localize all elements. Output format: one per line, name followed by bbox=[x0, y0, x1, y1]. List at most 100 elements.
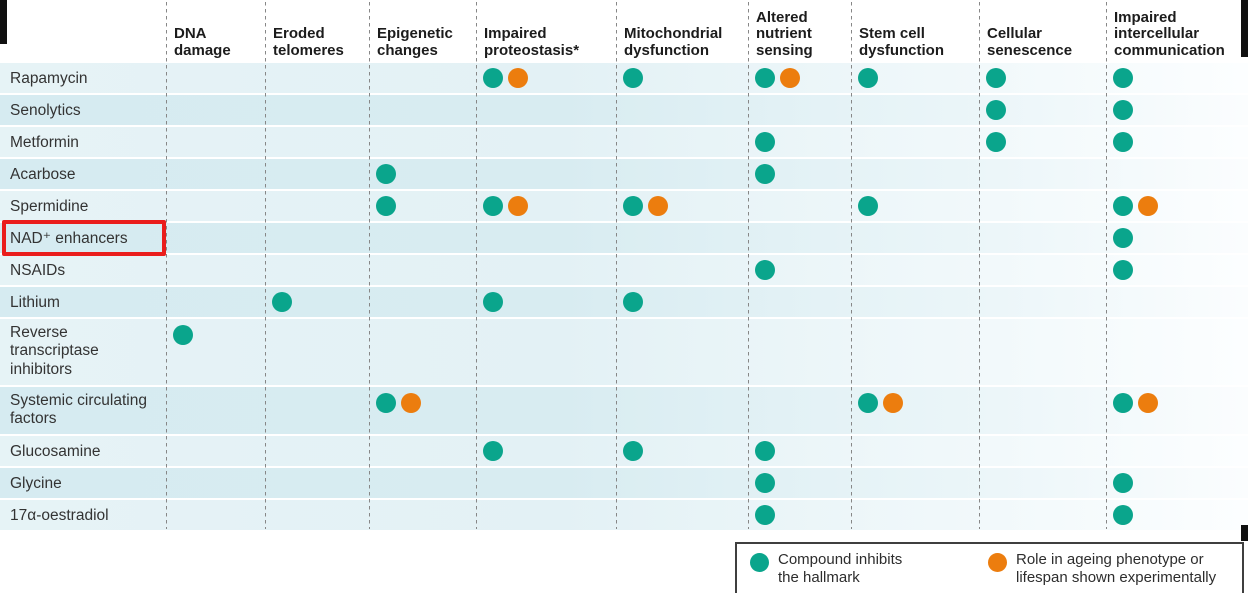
inhibits-dot-icon bbox=[483, 441, 503, 461]
cell-reverse-transcriptase-inhibitors-stem-cell-dysfunction bbox=[851, 319, 979, 385]
cell-systemic-circulating-factors-impaired-proteostasis bbox=[476, 387, 616, 434]
table-row-nsaids: NSAIDs bbox=[0, 255, 1248, 285]
figure-border-fragment-top-right bbox=[1241, 0, 1248, 57]
cell-spermidine-impaired-intercellular-communication bbox=[1106, 191, 1248, 221]
table-row-rapamycin: Rapamycin bbox=[0, 63, 1248, 93]
inhibits-dot-icon bbox=[483, 196, 503, 216]
cell-senolytics-eroded-telomeres bbox=[265, 95, 369, 125]
experimental-dot-icon bbox=[648, 196, 668, 216]
cell-glucosamine-dna-damage bbox=[166, 436, 265, 466]
cell-glycine-altered-nutrient-sensing bbox=[748, 468, 851, 498]
cell-reverse-transcriptase-inhibitors-dna-damage bbox=[166, 319, 265, 385]
dashed-column-separator bbox=[851, 2, 853, 529]
cell-reverse-transcriptase-inhibitors-impaired-proteostasis bbox=[476, 319, 616, 385]
cell-reverse-transcriptase-inhibitors-impaired-intercellular-communication bbox=[1106, 319, 1248, 385]
cell-spermidine-dna-damage bbox=[166, 191, 265, 221]
table-row-acarbose: Acarbose bbox=[0, 159, 1248, 189]
cell-acarbose-mitochondrial-dysfunction bbox=[616, 159, 748, 189]
cell-17-oestradiol-impaired-intercellular-communication bbox=[1106, 500, 1248, 530]
cell-acarbose-dna-damage bbox=[166, 159, 265, 189]
cell-acarbose-impaired-intercellular-communication bbox=[1106, 159, 1248, 189]
row-label-nad-enhancers: NAD⁺ enhancers bbox=[10, 229, 128, 247]
figure-border-fragment-bottom-right bbox=[1241, 525, 1248, 541]
experimental-dot-icon bbox=[401, 393, 421, 413]
inhibits-dot-icon bbox=[173, 325, 193, 345]
legend-line: lifespan shown experimentally bbox=[1016, 569, 1217, 587]
cell-glycine-impaired-intercellular-communication bbox=[1106, 468, 1248, 498]
cell-glucosamine-altered-nutrient-sensing bbox=[748, 436, 851, 466]
row-label-glucosamine: Glucosamine bbox=[10, 442, 101, 460]
cell-metformin-cellular-senescence bbox=[979, 127, 1106, 157]
legend: Compound inhibits the hallmark Role in a… bbox=[735, 542, 1244, 593]
cell-glycine-stem-cell-dysfunction bbox=[851, 468, 979, 498]
cell-17-oestradiol-altered-nutrient-sensing bbox=[748, 500, 851, 530]
inhibits-dot-icon bbox=[858, 196, 878, 216]
row-label-systemic-circulating-factors: Systemic circulating factors bbox=[10, 392, 147, 428]
cell-senolytics-epigenetic-changes bbox=[369, 95, 476, 125]
experimental-dot-icon bbox=[883, 393, 903, 413]
cell-glucosamine-epigenetic-changes bbox=[369, 436, 476, 466]
cell-senolytics-dna-damage bbox=[166, 95, 265, 125]
cell-systemic-circulating-factors-mitochondrial-dysfunction bbox=[616, 387, 748, 434]
orange-dot-icon bbox=[988, 553, 1007, 572]
cell-17-oestradiol-dna-damage bbox=[166, 500, 265, 530]
inhibits-dot-icon bbox=[1113, 68, 1133, 88]
cell-rapamycin-stem-cell-dysfunction bbox=[851, 63, 979, 93]
cell-senolytics-stem-cell-dysfunction bbox=[851, 95, 979, 125]
cell-senolytics-mitochondrial-dysfunction bbox=[616, 95, 748, 125]
table-row-spermidine: Spermidine bbox=[0, 191, 1248, 221]
cell-reverse-transcriptase-inhibitors-epigenetic-changes bbox=[369, 319, 476, 385]
row-label-nsaids: NSAIDs bbox=[10, 261, 66, 279]
dashed-column-separator bbox=[748, 2, 750, 529]
cell-glycine-dna-damage bbox=[166, 468, 265, 498]
cell-nsaids-altered-nutrient-sensing bbox=[748, 255, 851, 285]
cell-nsaids-stem-cell-dysfunction bbox=[851, 255, 979, 285]
cell-17-oestradiol-cellular-senescence bbox=[979, 500, 1106, 530]
cell-rapamycin-epigenetic-changes bbox=[369, 63, 476, 93]
cell-spermidine-epigenetic-changes bbox=[369, 191, 476, 221]
cell-glucosamine-mitochondrial-dysfunction bbox=[616, 436, 748, 466]
cell-metformin-stem-cell-dysfunction bbox=[851, 127, 979, 157]
inhibits-dot-icon bbox=[483, 68, 503, 88]
cell-lithium-stem-cell-dysfunction bbox=[851, 287, 979, 317]
cell-nsaids-impaired-proteostasis bbox=[476, 255, 616, 285]
row-label-acarbose: Acarbose bbox=[10, 165, 76, 183]
cell-glycine-epigenetic-changes bbox=[369, 468, 476, 498]
experimental-dot-icon bbox=[508, 68, 528, 88]
row-label-reverse-transcriptase-inhibitors: Reverse transcriptase inhibitors bbox=[10, 324, 99, 378]
table-row-metformin: Metformin bbox=[0, 127, 1248, 157]
legend-label-experimental: Role in ageing phenotype or lifespan sho… bbox=[1016, 551, 1216, 593]
cell-glucosamine-impaired-intercellular-communication bbox=[1106, 436, 1248, 466]
cell-nad-enhancers-eroded-telomeres bbox=[265, 223, 369, 253]
column-header-dna-damage: DNA damage bbox=[174, 25, 231, 59]
cell-reverse-transcriptase-inhibitors-eroded-telomeres bbox=[265, 319, 369, 385]
cell-metformin-dna-damage bbox=[166, 127, 265, 157]
cell-17-oestradiol-impaired-proteostasis bbox=[476, 500, 616, 530]
cell-nsaids-mitochondrial-dysfunction bbox=[616, 255, 748, 285]
cell-nsaids-dna-damage bbox=[166, 255, 265, 285]
inhibits-dot-icon bbox=[986, 132, 1006, 152]
inhibits-dot-icon bbox=[623, 441, 643, 461]
inhibits-dot-icon bbox=[1113, 260, 1133, 280]
cell-glycine-cellular-senescence bbox=[979, 468, 1106, 498]
cell-acarbose-impaired-proteostasis bbox=[476, 159, 616, 189]
row-label-17-oestradiol: 17α-oestradiol bbox=[10, 506, 109, 524]
cell-nad-enhancers-dna-damage bbox=[166, 223, 265, 253]
cell-metformin-mitochondrial-dysfunction bbox=[616, 127, 748, 157]
cell-acarbose-cellular-senescence bbox=[979, 159, 1106, 189]
cell-spermidine-cellular-senescence bbox=[979, 191, 1106, 221]
inhibits-dot-icon bbox=[623, 68, 643, 88]
matrix-rows: Rapamycin Senolytics Metformin Acarbose Sper… bbox=[0, 63, 1248, 532]
cell-senolytics-cellular-senescence bbox=[979, 95, 1106, 125]
row-label-rapamycin: Rapamycin bbox=[10, 69, 88, 87]
cell-nsaids-epigenetic-changes bbox=[369, 255, 476, 285]
inhibits-dot-icon bbox=[755, 68, 775, 88]
cell-senolytics-impaired-intercellular-communication bbox=[1106, 95, 1248, 125]
cell-spermidine-eroded-telomeres bbox=[265, 191, 369, 221]
legend-item-inhibits: Compound inhibits the hallmark bbox=[750, 551, 988, 593]
inhibits-dot-icon bbox=[272, 292, 292, 312]
cell-lithium-altered-nutrient-sensing bbox=[748, 287, 851, 317]
column-header-row: DNA damage Eroded telomeres Epigenetic cha… bbox=[0, 0, 1248, 62]
inhibits-dot-icon bbox=[755, 441, 775, 461]
